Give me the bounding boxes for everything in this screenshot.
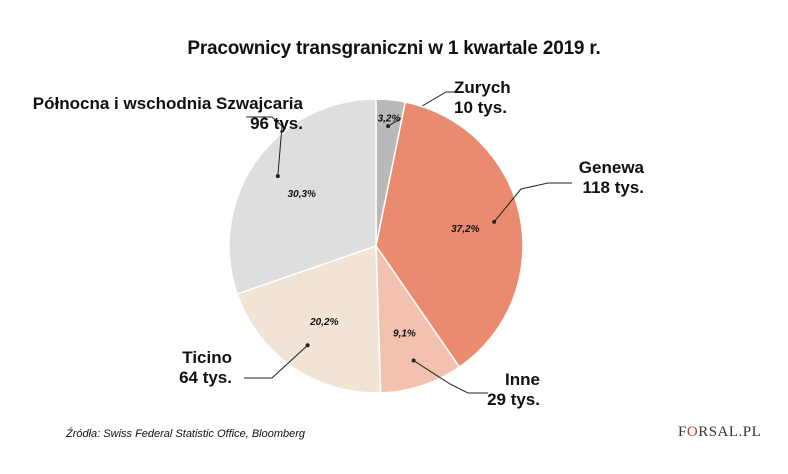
slice-genewa [375, 101, 524, 369]
leader-dot-ticino [305, 343, 310, 348]
slice-value: 64 tys. [179, 368, 232, 387]
slice-name: Genewa [578, 158, 644, 177]
chart-title: Pracownicy transgraniczni w 1 kwartale 2… [187, 38, 601, 59]
brand-right: RSAL [698, 424, 739, 440]
percent-label-zurych: 3,2% [378, 113, 401, 124]
leader-line-polnocna [246, 116, 283, 177]
leader-dot-inne [411, 358, 416, 363]
slice-name: Inne [505, 370, 540, 389]
leader-line-genewa [493, 182, 572, 223]
brand-logo: FORSAL.PL [678, 424, 761, 441]
slice-name: Ticino [182, 348, 232, 367]
slice-inne [375, 243, 461, 394]
percent-label-polnocna: 30,3% [288, 189, 316, 200]
slice-value: 118 tys. [582, 178, 644, 197]
percent-label-ticino: 20,2% [309, 317, 338, 328]
slice-value: 29 tys. [487, 390, 540, 409]
slice-value: 10 tys. [454, 98, 507, 117]
brand-left: F [678, 424, 687, 440]
percent-label-inne: 9,1% [393, 329, 416, 340]
leader-line-inne [413, 360, 488, 394]
leader-line-ticino [244, 344, 308, 379]
source-note: Źródła: Swiss Federal Statistic Office, … [66, 428, 306, 440]
leader-dot-genewa [492, 219, 497, 224]
brand-suffix: .PL [738, 424, 762, 440]
slice-label-ticino: Ticino 64 tys. [179, 348, 232, 388]
slice-name: Zurych [454, 78, 511, 97]
slice-ticino [236, 244, 382, 394]
percent-label-genewa: 37,2% [451, 224, 479, 235]
slice-value: 96 tys. [250, 114, 303, 133]
brand-mark: O [686, 424, 699, 440]
leader-dot-polnocna [275, 174, 280, 179]
leader-dot-zurych [386, 124, 391, 129]
slice-label-polnocna: Północna i wschodnia Szwajcaria 96 tys. [33, 94, 303, 134]
slice-polnocna [228, 98, 377, 296]
slice-label-inne: Inne 29 tys. [487, 370, 540, 410]
slice-label-zurych: Zurych 10 tys. [454, 78, 511, 118]
slice-label-genewa: Genewa 118 tys. [579, 158, 644, 198]
slice-name: Północna i wschodnia Szwajcaria [32, 94, 303, 113]
